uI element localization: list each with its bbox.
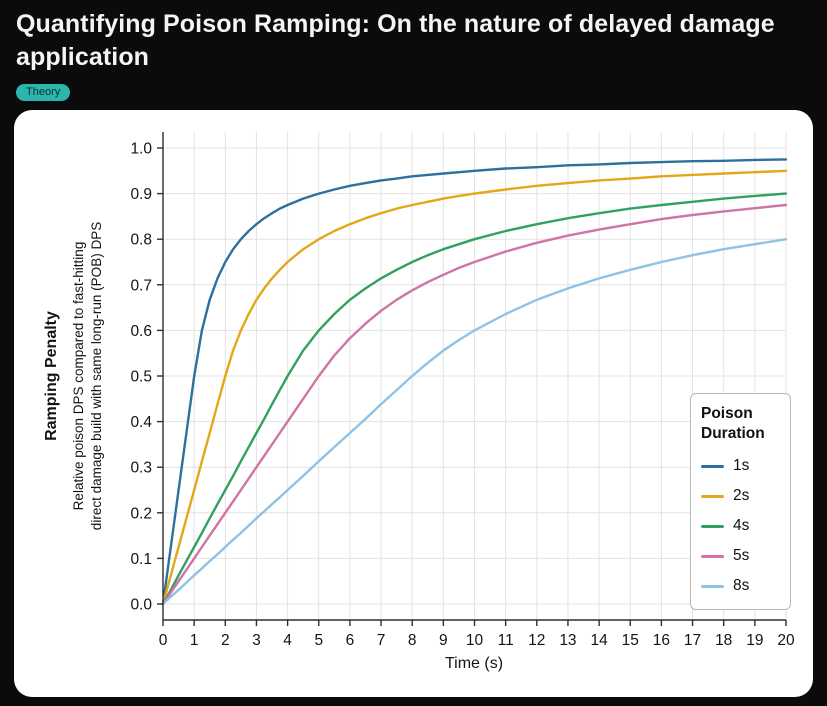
chart-area: 0 1 2 3 4 5 6 7 8 9 10 11 12 13 14 15 16 17 18 19 20 0.0 0.1 0.… [22, 118, 805, 689]
legend-item-5s: 5s [701, 541, 782, 571]
series-line-2s [161, 169, 788, 606]
x-tick-label: 13 [559, 632, 576, 649]
x-tick-label: 4 [283, 632, 292, 649]
y-axis-title: Ramping Penalty [43, 311, 60, 441]
x-tick-label: 14 [590, 632, 608, 649]
y-axis-subtitle-line2: direct damage build with same long-run (… [89, 222, 104, 530]
y-tick-label: 0.1 [130, 551, 152, 568]
legend-items: 1s 2s 4s 5s 8s [701, 451, 782, 601]
x-tick-label: 5 [314, 632, 323, 649]
x-tick-label: 20 [777, 632, 795, 649]
x-tick-label: 15 [622, 632, 639, 649]
x-tick-label: 17 [684, 632, 701, 649]
x-tick-label: 16 [653, 632, 670, 649]
x-tick-label: 6 [346, 632, 355, 649]
legend-item-2s: 2s [701, 481, 782, 511]
chart-card: 0 1 2 3 4 5 6 7 8 9 10 11 12 13 14 15 16 17 18 19 20 0.0 0.1 0.… [14, 110, 813, 697]
x-axis-title: Time (s) [445, 655, 503, 672]
legend-item-8s: 8s [701, 571, 782, 601]
page-title: Quantifying Poison Ramping: On the natur… [16, 10, 775, 71]
x-tick-label: 1 [190, 632, 199, 649]
legend-line-swatch [701, 464, 724, 468]
legend-label: 1s [733, 457, 750, 475]
series-line-4s [161, 192, 788, 606]
legend-item-4s: 4s [701, 511, 782, 541]
legend-line-swatch [701, 584, 724, 588]
legend-line-swatch [701, 524, 724, 528]
legend-label: 4s [733, 517, 750, 535]
legend-label: 8s [733, 577, 750, 595]
series-line-5s [161, 203, 788, 606]
x-tick-label: 0 [159, 632, 168, 649]
x-tick-label: 3 [252, 632, 261, 649]
legend-line-swatch [701, 494, 724, 498]
legend-line-swatch [701, 554, 724, 558]
legend-label: 2s [733, 487, 750, 505]
y-tick-label: 0.7 [130, 277, 152, 294]
theory-tag[interactable]: Theory [16, 84, 71, 101]
y-tick-label: 0.2 [130, 505, 152, 522]
y-tick-label: 0.3 [130, 460, 152, 477]
legend-title: Poison Duration [701, 405, 765, 443]
x-tick-label: 19 [746, 632, 763, 649]
chart-legend: Poison Duration 1s 2s 4s 5s 8s [690, 393, 791, 611]
y-tick-label: 0.4 [130, 414, 152, 431]
chart-curves [161, 158, 788, 606]
x-tick-label: 2 [221, 632, 230, 649]
x-tick-label: 8 [408, 632, 417, 649]
y-tick-label: 0.6 [130, 323, 152, 340]
series-line-1s [161, 158, 788, 606]
x-tick-label: 18 [715, 632, 732, 649]
legend-item-1s: 1s [701, 451, 782, 481]
x-tick-label: 10 [466, 632, 484, 649]
ramping-penalty-chart: 0 1 2 3 4 5 6 7 8 9 10 11 12 13 14 15 16 17 18 19 200.00.10.… [43, 132, 795, 672]
y-tick-label: 0.5 [130, 369, 152, 386]
x-tick-label: 7 [377, 632, 386, 649]
x-tick-label: 9 [439, 632, 448, 649]
y-tick-label: 1.0 [130, 141, 152, 158]
x-tick-label: 11 [498, 632, 514, 649]
legend-label: 5s [733, 547, 750, 565]
y-axis-subtitle-line1: Relative poison DPS compared to fast-hit… [71, 242, 86, 511]
x-tick-label: 12 [528, 632, 545, 649]
axes-and-ticks: 0 1 2 3 4 5 6 7 8 9 10 11 12 13 14 15 16 17 18 19 200.00.10.… [130, 132, 795, 649]
series-line-8s [161, 237, 788, 606]
y-tick-label: 0.0 [130, 597, 152, 614]
y-tick-label: 0.9 [130, 186, 152, 203]
y-tick-label: 0.8 [130, 232, 152, 249]
